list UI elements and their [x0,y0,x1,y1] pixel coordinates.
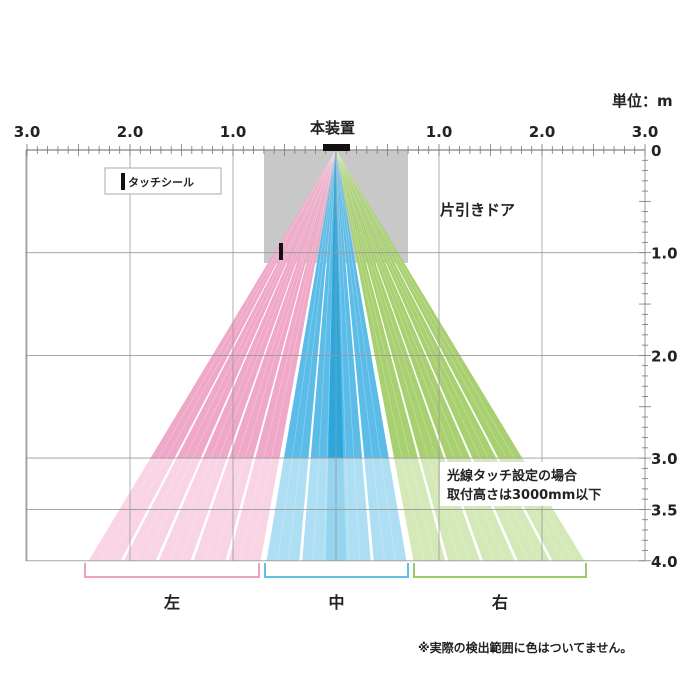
note-line-1: 光線タッチ設定の場合 [446,468,578,484]
note-line-2: 取付高さは3000mm以下 [447,487,601,503]
x-tick-label: 3.0 [14,123,41,141]
x-tick-label: 3.0 [632,123,659,141]
device-label: 本装置 [310,119,355,137]
y-tick-label: 3.5 [651,501,678,519]
zone-bracket [84,563,260,578]
y-tick-label: 3.0 [651,450,678,468]
zone-label: 左 [163,593,180,612]
y-tick-label: 2.0 [651,347,678,365]
x-tick-label: 2.0 [529,123,556,141]
unit-label: 単位：m [612,92,673,110]
y-tick-label: 4.0 [651,553,678,571]
y-tick-label: 0 [651,142,661,160]
door-label: 片引きドア [440,201,515,219]
x-tick-label: 1.0 [426,123,453,141]
footnote: ※実際の検出範囲に色はついてません。 [418,640,632,655]
zone-bracket [264,563,409,578]
zone-label: 中 [328,593,344,612]
legend-label: タッチシール [128,176,194,189]
legend-seal-icon [121,173,125,190]
zone-label: 右 [492,593,508,612]
note-bg [440,462,615,506]
x-tick-label: 2.0 [117,123,144,141]
axis-ticks [26,144,651,562]
device-marker [323,144,350,151]
touch-seal-marker [279,243,283,260]
x-tick-label: 1.0 [220,123,247,141]
zone-bracket [413,563,587,578]
y-tick-label: 1.0 [651,245,678,263]
